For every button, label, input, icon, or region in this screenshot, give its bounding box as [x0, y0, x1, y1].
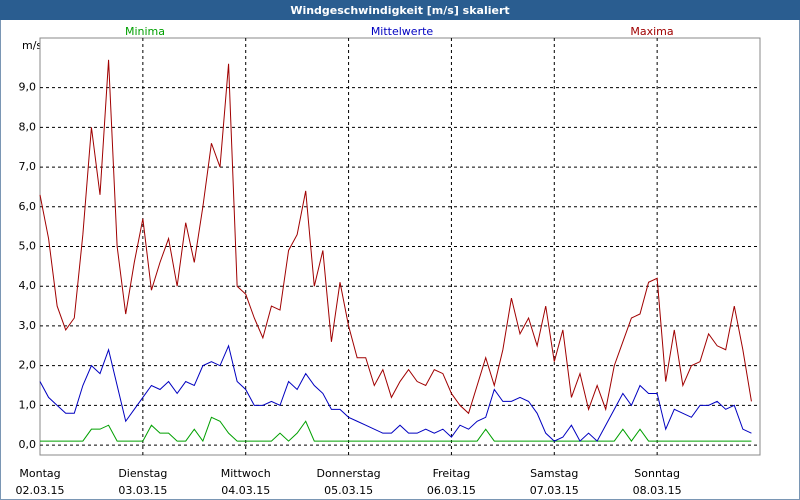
series-line [40, 416, 752, 443]
legend-entry: Mittelwerte [371, 25, 434, 38]
title-bar [0, 0, 800, 20]
x-tick-date: 03.03.15 [118, 484, 167, 497]
y-tick-label: 8,0 [19, 120, 37, 133]
x-tick-day: Dienstag [118, 467, 167, 480]
x-tick-date: 07.03.15 [530, 484, 579, 497]
y-tick-label: 2,0 [19, 359, 37, 372]
x-tick-day: Donnerstag [316, 467, 380, 480]
x-tick-date: 06.03.15 [427, 484, 476, 497]
x-tick-date: 04.03.15 [221, 484, 270, 497]
x-tick-day: Mittwoch [221, 467, 271, 480]
y-tick-label: 5,0 [19, 240, 37, 253]
x-tick-day: Sonntag [634, 467, 680, 480]
x-tick-day: Samstag [530, 467, 578, 480]
x-tick-date: 05.03.15 [324, 484, 373, 497]
y-tick-label: 0,0 [19, 438, 37, 451]
y-tick-label: 7,0 [19, 160, 37, 173]
x-tick-date: 02.03.15 [16, 484, 65, 497]
y-tick-label: 9,0 [19, 81, 37, 94]
legend-entry: Minima [125, 25, 165, 38]
y-tick-label: 3,0 [19, 319, 37, 332]
x-tick-day: Freitag [433, 467, 471, 480]
y-tick-label: 4,0 [19, 279, 37, 292]
x-tick-day: Montag [19, 467, 60, 480]
chart-title: Windgeschwindigkeit [m/s] skaliert [290, 4, 509, 17]
y-tick-label: 1,0 [19, 398, 37, 411]
legend-entry: Maxima [630, 25, 673, 38]
x-tick-date: 08.03.15 [633, 484, 682, 497]
y-axis-unit: m/s [22, 39, 42, 52]
series-line [39, 59, 752, 415]
y-tick-label: 6,0 [19, 200, 37, 213]
series-line [39, 344, 752, 442]
